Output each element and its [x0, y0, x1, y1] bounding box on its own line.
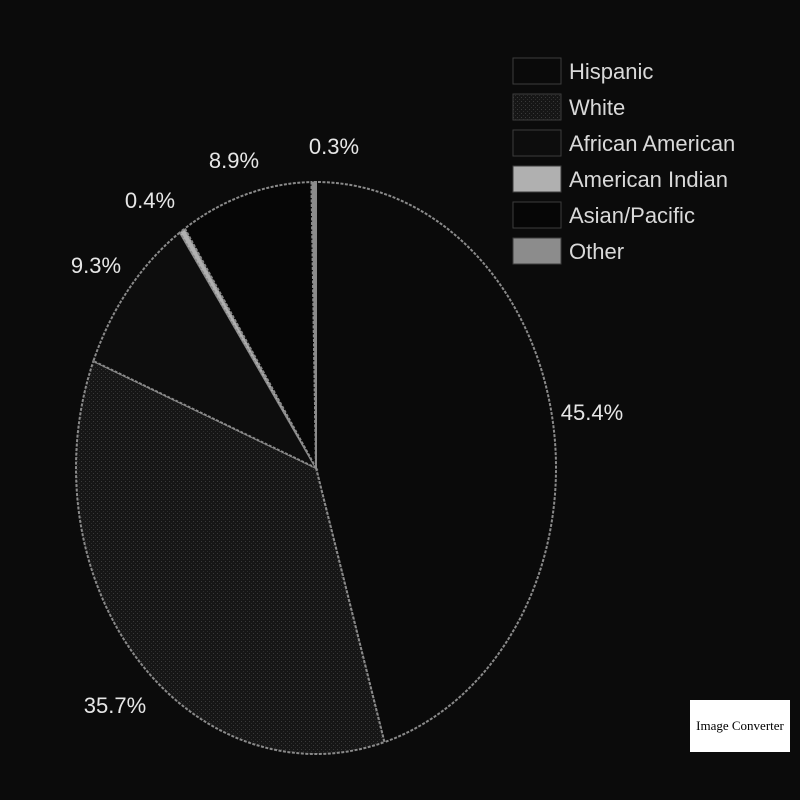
watermark-image-converter: Image Converter — [690, 700, 790, 752]
legend-item-hispanic: Hispanic — [512, 57, 653, 85]
pie-slice-asian-pacific — [183, 181, 317, 469]
pie-slice-other — [310, 180, 317, 469]
pie-slice-african-american — [92, 230, 319, 471]
legend-label-american-indian: American Indian — [569, 167, 728, 192]
legend-swatch-american-indian — [512, 165, 562, 193]
legend-item-american-indian: American Indian — [512, 165, 728, 193]
legend-item-african-american: African American — [512, 129, 735, 157]
slice-label-african-american: 9.3% — [71, 253, 121, 278]
legend-swatch-asian-pacific — [512, 201, 562, 229]
legend-swatch-hispanic — [512, 57, 562, 85]
slice-label-american-indian: 0.4% — [125, 188, 175, 213]
slice-label-white: 35.7% — [84, 693, 146, 718]
legend-item-other: Other — [512, 237, 624, 265]
slice-label-asian-pacific: 8.9% — [209, 148, 259, 173]
legend-label-other: Other — [569, 239, 624, 264]
legend-item-asian-pacific: Asian/Pacific — [512, 201, 695, 229]
pie-slice-white — [75, 359, 386, 756]
legend: Hispanic White African American American In… — [512, 57, 735, 265]
pie-slice-hispanic — [315, 180, 558, 744]
slice-labels: 45.4% 35.7% 9.3% 0.4% 8.9% 0.3% — [71, 134, 623, 718]
legend-swatch-white — [512, 93, 562, 121]
legend-label-white: White — [569, 95, 625, 120]
legend-swatch-african-american — [512, 129, 562, 157]
pie-slices — [75, 180, 558, 756]
slice-label-hispanic: 45.4% — [561, 400, 623, 425]
legend-label-hispanic: Hispanic — [569, 59, 653, 84]
legend-label-asian-pacific: Asian/Pacific — [569, 203, 695, 228]
legend-swatch-other — [512, 237, 562, 265]
legend-label-african-american: African American — [569, 131, 735, 156]
pie-slice-american-indian — [178, 226, 317, 469]
slice-label-other: 0.3% — [309, 134, 359, 159]
legend-item-white: White — [512, 93, 625, 121]
